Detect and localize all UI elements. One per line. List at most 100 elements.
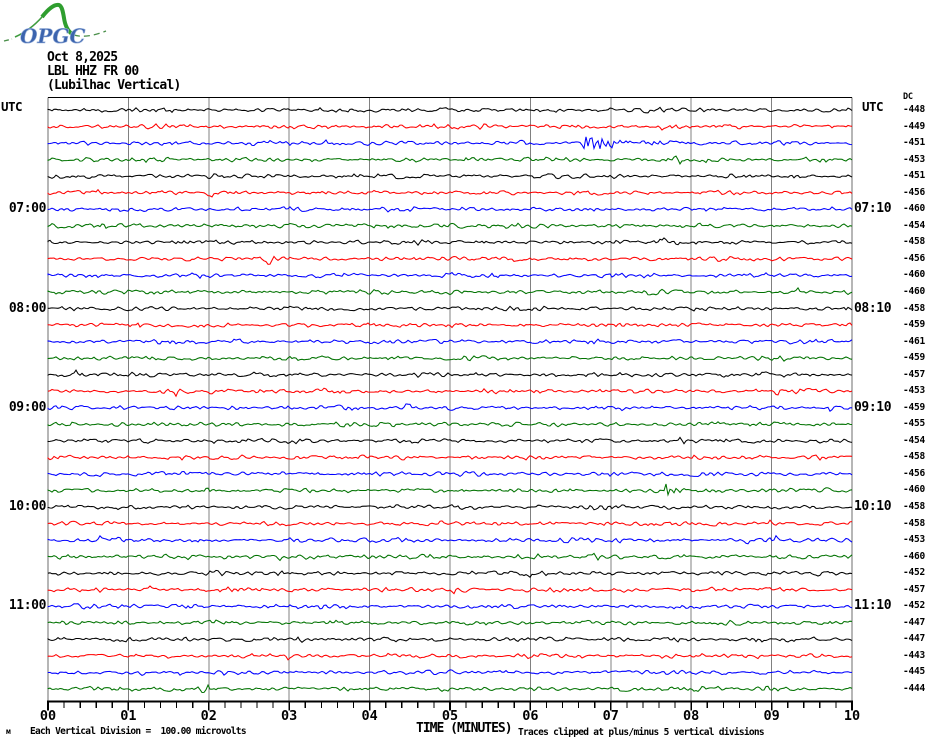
dc-value: -457 [903,583,926,595]
dc-value: -458 [903,517,926,529]
trace-row [47,173,853,180]
x-tick-label: 01 [120,708,137,724]
dc-value: -460 [903,285,926,297]
trace-row [47,603,853,610]
left-time-label: 07:00 [8,201,47,217]
x-tick-label: 05 [441,708,459,724]
trace-row [47,504,852,511]
station-name-label: (Lubilhac Vertical) [47,78,181,93]
dc-value: -460 [903,269,926,281]
dc-value: -447 [903,633,926,645]
trace-row [47,222,853,230]
dc-value: -443 [903,649,926,661]
dc-value: -456 [903,186,926,198]
dc-value: -461 [903,335,926,347]
dc-value: -447 [903,616,926,628]
x-axis-title: TIME (MINUTES) [416,721,513,736]
dc-value: -458 [903,451,926,463]
dc-value: -457 [903,368,926,380]
trace-row [47,652,853,661]
right-axis-header: UTC [862,99,884,114]
trace-row [47,636,853,643]
clip-note: Traces clipped at plus/minus 5 vertical … [518,727,765,738]
dc-value: -454 [903,219,926,231]
dc-value: -452 [903,600,926,612]
dc-value: -456 [903,252,926,264]
dc-value: -452 [903,567,926,579]
dc-value: -444 [903,683,926,694]
right-time-label: 11:10 [854,598,892,614]
dc-value: -451 [903,137,926,149]
trace-row [47,387,853,398]
trace-row [47,271,853,280]
trace-row [47,106,853,114]
right-time-label: 09:10 [854,399,892,415]
dc-value: -453 [903,534,926,546]
trace-row [47,519,853,527]
dc-value: -453 [903,385,926,397]
station-code-label: LBL HHZ FR 00 [47,64,139,79]
logo-curve-rise [14,16,43,38]
trace-row [47,683,853,694]
dc-value: -458 [903,302,926,314]
trace-row [47,355,853,362]
dc-column-header: DC [903,92,913,102]
logo-peak [40,2,74,36]
trace-row [47,421,853,428]
trace-row [47,436,853,445]
trace-row [47,619,853,626]
trace-row [47,237,853,246]
trace-row [47,585,853,595]
opgc-logo: OPGC [3,2,107,48]
x-tick-label: 08 [683,708,700,724]
corner-mark: м [6,727,11,736]
left-time-label: 08:00 [8,300,47,316]
dc-value: -458 [903,236,926,248]
x-tick-label: 07 [602,708,619,724]
trace-row [47,369,853,379]
x-tick-label: 02 [200,708,217,724]
x-tick-label: 00 [39,708,57,724]
trace-row [47,569,853,578]
dc-value: -449 [903,120,926,132]
left-time-label: 09:00 [8,399,47,415]
trace-row [47,123,853,131]
right-time-label: 08:10 [854,300,892,316]
trace-row [47,483,853,497]
dc-value: -459 [903,319,926,331]
trace-row [47,286,853,296]
right-time-label: 10:10 [854,499,892,515]
dc-value: -459 [903,401,926,413]
x-tick-label: 09 [763,708,780,724]
dc-value: -460 [903,550,926,562]
trace-row [47,454,853,461]
trace-row [47,255,853,265]
x-tick-label: 06 [522,708,539,724]
dc-value: -451 [903,170,926,182]
left-time-label: 11:00 [8,598,47,614]
trace-row [47,305,853,312]
x-tick-label: 04 [361,708,378,724]
left-axis-header: UTC [1,99,23,114]
dc-value: -456 [903,467,926,479]
logo-curve-right-dash [73,30,107,37]
dc-value: -459 [903,352,926,364]
trace-row [47,470,853,478]
trace-row [47,206,853,213]
trace-row [47,669,852,677]
trace-row [47,534,853,545]
dc-value: -460 [903,484,926,496]
trace-row [47,155,853,165]
trace-row [47,188,853,198]
right-time-label: 07:10 [854,201,892,217]
trace-row [47,403,852,412]
trace-row [47,136,853,151]
dc-value: -460 [903,203,926,215]
trace-row [47,322,853,329]
trace-row [47,552,853,562]
scale-note: Each Vertical Division = 100.00 microvol… [30,726,247,737]
dc-value: -453 [903,153,926,165]
logo-text: OPGC [20,24,86,48]
